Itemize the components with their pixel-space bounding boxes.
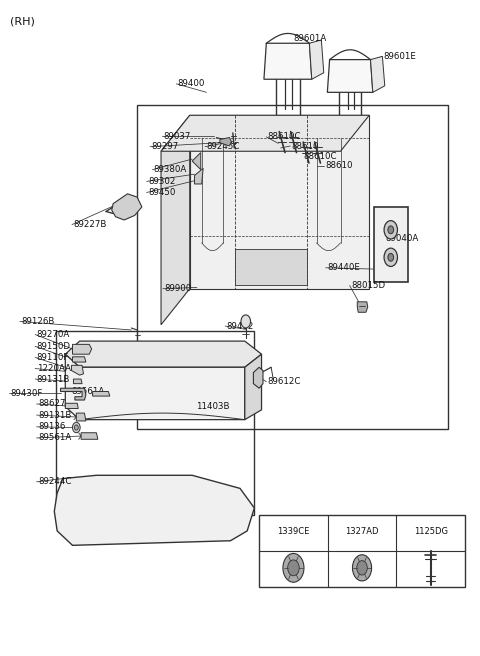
Text: 1125DG: 1125DG	[414, 527, 448, 537]
Circle shape	[74, 425, 78, 430]
Polygon shape	[245, 354, 262, 420]
Text: 89150D: 89150D	[36, 342, 71, 351]
Text: 89131B: 89131B	[36, 375, 70, 384]
Polygon shape	[65, 354, 245, 420]
Text: 89380A: 89380A	[154, 165, 187, 174]
Polygon shape	[220, 138, 231, 146]
Polygon shape	[161, 115, 369, 152]
Text: 88610: 88610	[325, 161, 353, 170]
Text: 89450: 89450	[148, 188, 176, 197]
Circle shape	[283, 554, 304, 583]
Circle shape	[352, 555, 372, 581]
Text: 89440E: 89440E	[327, 263, 360, 272]
Text: 1220AA: 1220AA	[36, 364, 71, 373]
Polygon shape	[190, 115, 369, 289]
Text: 89412: 89412	[227, 321, 254, 331]
Circle shape	[384, 248, 397, 266]
Circle shape	[72, 422, 80, 433]
Circle shape	[288, 560, 299, 576]
Polygon shape	[253, 367, 263, 388]
Polygon shape	[371, 56, 385, 92]
Bar	[374, 207, 408, 282]
Text: 89244C: 89244C	[38, 478, 72, 486]
Circle shape	[384, 220, 397, 239]
Polygon shape	[310, 40, 324, 79]
Polygon shape	[81, 433, 98, 440]
Bar	[137, 106, 448, 430]
Text: 89227B: 89227B	[73, 220, 107, 229]
Polygon shape	[93, 392, 110, 396]
Polygon shape	[60, 388, 86, 400]
Text: 88610C: 88610C	[268, 133, 301, 141]
Text: 89270A: 89270A	[36, 330, 70, 339]
Text: (RH): (RH)	[10, 16, 35, 27]
Polygon shape	[54, 476, 254, 545]
Bar	[259, 514, 465, 586]
Polygon shape	[65, 341, 262, 367]
Circle shape	[388, 226, 394, 234]
Text: 89612C: 89612C	[268, 377, 301, 386]
Text: 89126B: 89126B	[21, 317, 55, 326]
Polygon shape	[327, 60, 373, 92]
Polygon shape	[235, 249, 307, 285]
Text: 89245C: 89245C	[206, 142, 240, 151]
Polygon shape	[72, 344, 92, 354]
Polygon shape	[76, 413, 86, 421]
Text: 88015D: 88015D	[351, 281, 385, 290]
Circle shape	[241, 315, 251, 328]
Polygon shape	[161, 115, 190, 325]
Text: 89601A: 89601A	[294, 34, 327, 43]
Text: 89136: 89136	[38, 422, 65, 432]
Circle shape	[357, 561, 367, 575]
Polygon shape	[112, 194, 142, 220]
Circle shape	[388, 253, 394, 261]
Text: 1339CE: 1339CE	[277, 527, 310, 537]
Polygon shape	[194, 169, 203, 184]
Polygon shape	[264, 43, 312, 79]
Text: 89900: 89900	[164, 284, 192, 293]
Text: 88610C: 88610C	[303, 152, 336, 161]
Text: 89430F: 89430F	[10, 389, 43, 398]
Text: 88627: 88627	[38, 400, 66, 409]
Text: 11403B: 11403B	[196, 402, 229, 411]
Text: 89561A: 89561A	[72, 387, 105, 396]
Polygon shape	[65, 403, 78, 409]
Text: 89302: 89302	[148, 177, 176, 186]
Text: 89110F: 89110F	[36, 353, 69, 362]
Text: 89561A: 89561A	[38, 434, 71, 443]
Text: 89601E: 89601E	[384, 52, 417, 61]
Polygon shape	[72, 365, 84, 375]
Text: 89297: 89297	[152, 142, 179, 151]
Text: 1327AD: 1327AD	[345, 527, 379, 537]
Polygon shape	[73, 379, 82, 384]
Text: 88610: 88610	[292, 142, 319, 150]
Polygon shape	[72, 357, 86, 362]
Polygon shape	[357, 302, 368, 312]
Text: 89400: 89400	[178, 79, 205, 89]
Text: 89040A: 89040A	[385, 234, 418, 243]
Text: 89131B: 89131B	[38, 411, 72, 420]
Bar	[56, 331, 254, 514]
Polygon shape	[192, 153, 201, 170]
Text: 89037: 89037	[163, 132, 191, 140]
